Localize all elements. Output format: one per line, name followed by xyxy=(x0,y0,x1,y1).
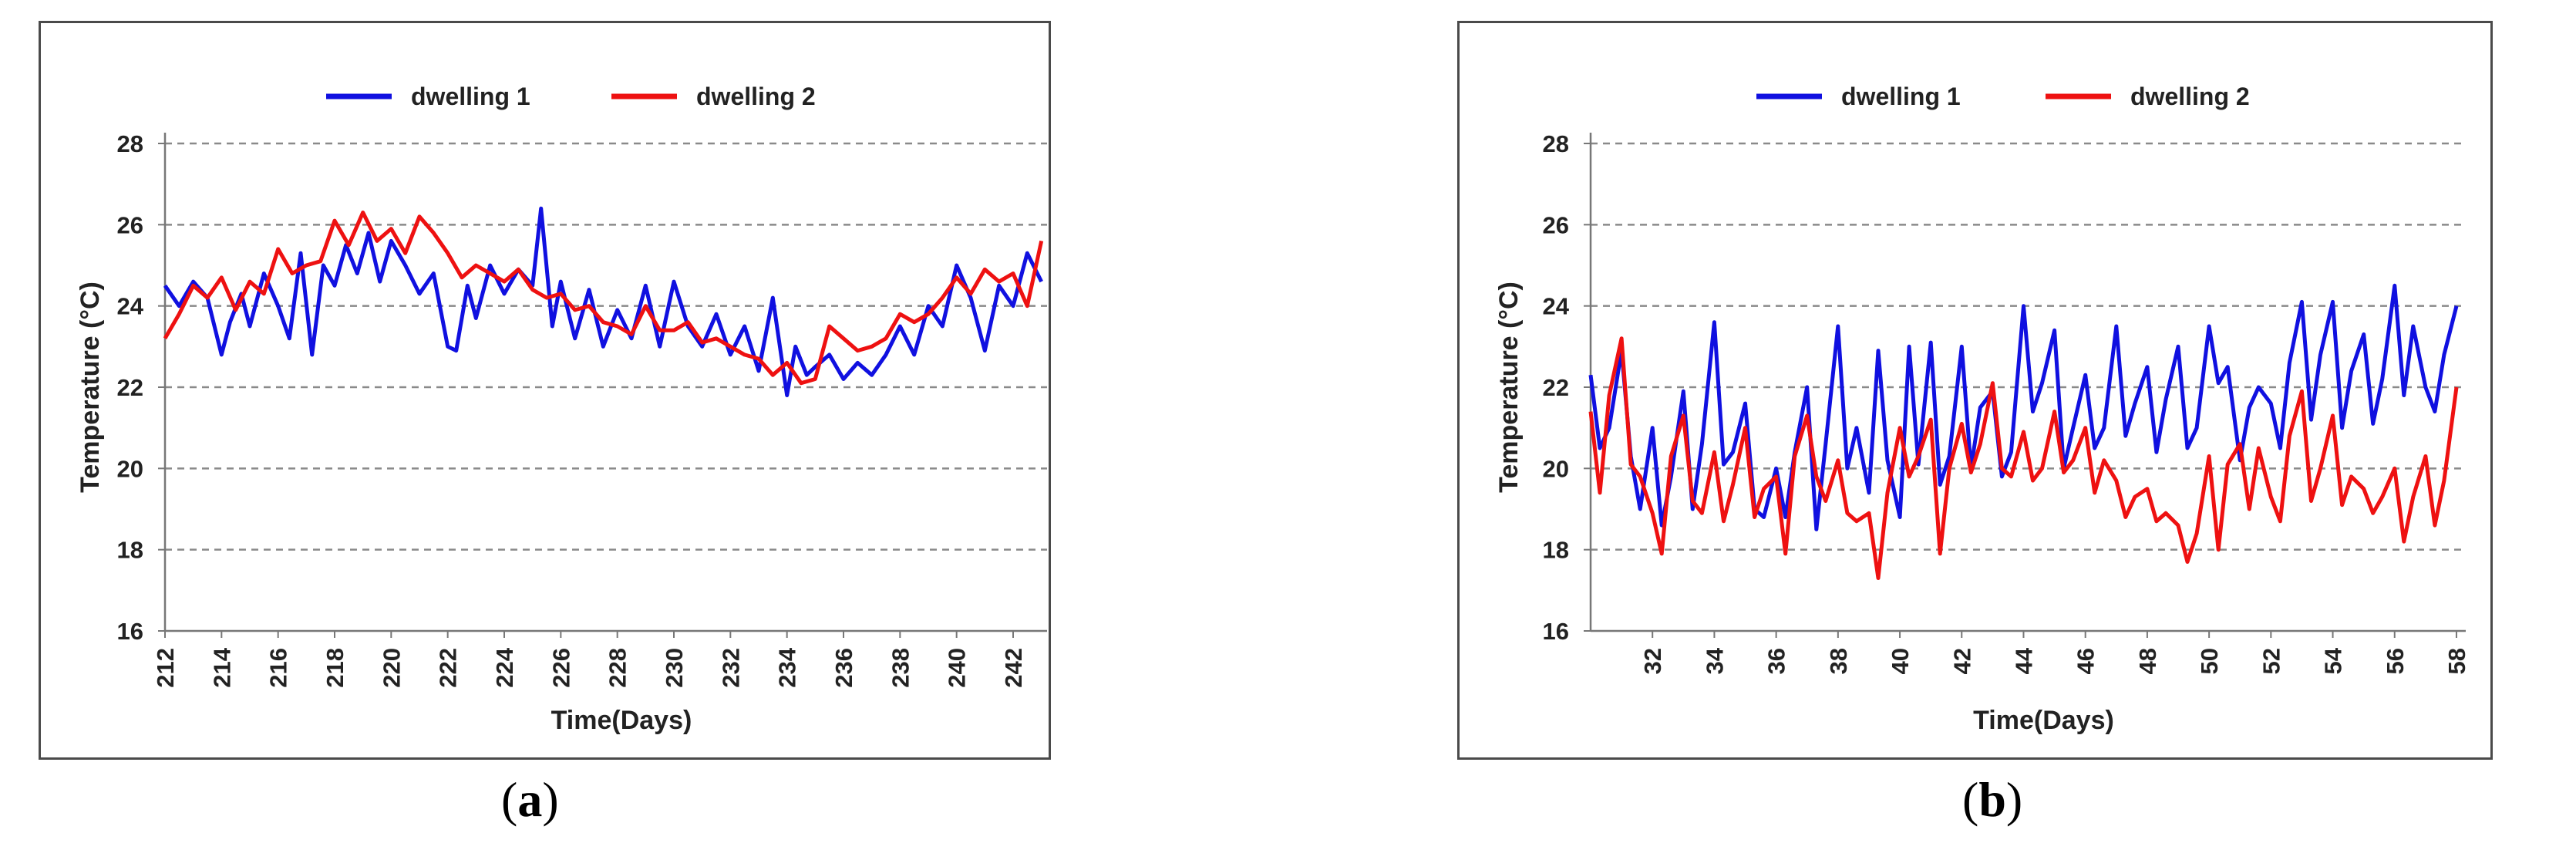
chart-b-xtick-label: 52 xyxy=(2258,648,2285,674)
chart-b-ytick-label: 24 xyxy=(1543,293,1570,320)
chart-b-ytick-label: 28 xyxy=(1543,130,1569,157)
chart-b-xtick-label: 34 xyxy=(1701,647,1728,674)
chart-a-ytick-label: 16 xyxy=(117,618,143,645)
chart-b-xtick-label: 54 xyxy=(2320,647,2347,674)
chart-a-xtick-label: 222 xyxy=(435,648,462,688)
caption-b-letter: b xyxy=(1978,772,2006,827)
chart-a-xtick-label: 218 xyxy=(322,648,349,688)
chart-a-xtick-label: 228 xyxy=(604,648,631,688)
caption-a-letter: a xyxy=(517,772,543,827)
chart-a-svg: 16 18 20 22 24 26 28 212 214 216 218 220 222 224 226 22… xyxy=(76,83,1047,735)
chart-a-series-1-line xyxy=(163,206,1043,397)
chart-b-xtick-label: 32 xyxy=(1639,648,1666,674)
chart-b-ytick-label: 26 xyxy=(1543,211,1569,238)
chart-b-xtick-label: 56 xyxy=(2382,648,2409,674)
chart-b-svg: 16 18 20 22 24 26 28 32 34 36 38 40 42 44 46 48 50 52 54 56… xyxy=(1494,83,2470,735)
caption-b: (b) xyxy=(1962,772,2023,827)
chart-a-ytick-label: 22 xyxy=(117,374,143,401)
chart-a-y-axis-label: Temperature (°C) xyxy=(76,282,105,493)
chart-a-ytick-label: 28 xyxy=(117,130,143,157)
chart-a-series-2-line xyxy=(163,211,1044,386)
chart-b-ytick-label: 20 xyxy=(1543,455,1569,482)
chart-a-xtick-label: 216 xyxy=(265,648,292,688)
chart-b-y-axis-label: Temperature (°C) xyxy=(1494,282,1524,493)
chart-a-xtick-label: 234 xyxy=(774,647,801,687)
caption-a: (a) xyxy=(501,772,559,827)
chart-a-legend-label-2: dwelling 2 xyxy=(696,83,816,110)
chart-b-x-axis-label: Time(Days) xyxy=(1973,706,2114,735)
chart-b-xtick-label: 42 xyxy=(1948,648,1975,674)
chart-b-xtick-label: 46 xyxy=(2073,648,2100,674)
chart-a-ytick-label: 26 xyxy=(117,211,143,238)
chart-b-ytick-label: 16 xyxy=(1543,618,1569,645)
chart-b-ytick-label: 22 xyxy=(1543,374,1569,401)
chart-a-xtick-label: 212 xyxy=(152,648,179,688)
chart-a-legend-label-1: dwelling 1 xyxy=(411,83,530,110)
chart-panel-a: 16 18 20 22 24 26 28 212 214 216 218 220 222 224 226 22… xyxy=(39,21,1051,760)
chart-a-xtick-label: 220 xyxy=(378,648,405,688)
chart-a-xtick-label: 232 xyxy=(717,648,744,688)
chart-panel-b: 16 18 20 22 24 26 28 32 34 36 38 40 42 44 46 48 50 52 54 56… xyxy=(1457,21,2493,760)
chart-b-legend-label-1: dwelling 1 xyxy=(1841,83,1961,110)
chart-b-xtick-label: 40 xyxy=(1887,648,1914,674)
chart-a-xtick-label: 226 xyxy=(547,648,574,688)
chart-b-series-1-line xyxy=(1588,283,2459,531)
chart-b-xtick-label: 48 xyxy=(2134,648,2161,674)
chart-a-xtick-label: 240 xyxy=(944,648,971,688)
chart-a-xtick-label: 242 xyxy=(1000,648,1027,688)
chart-b-ytick-label: 18 xyxy=(1543,537,1569,564)
chart-b-xtick-label: 50 xyxy=(2196,648,2223,674)
chart-b-xtick-label: 44 xyxy=(2010,647,2037,674)
chart-a-ytick-label: 20 xyxy=(117,455,143,482)
chart-a-xtick-label: 238 xyxy=(887,648,914,688)
chart-a-x-axis-label: Time(Days) xyxy=(551,706,692,735)
chart-b-xtick-label: 36 xyxy=(1763,648,1790,674)
chart-a-xtick-label: 224 xyxy=(491,647,518,687)
chart-a-xtick-label: 236 xyxy=(830,648,857,688)
chart-b-series-2-line xyxy=(1588,336,2459,580)
chart-b-xtick-label: 38 xyxy=(1825,648,1852,674)
chart-b-legend-label-2: dwelling 2 xyxy=(2130,83,2250,110)
chart-a-xtick-label: 230 xyxy=(661,648,688,688)
chart-a-ytick-label: 18 xyxy=(117,537,143,564)
chart-a-xtick-label: 214 xyxy=(208,647,235,687)
chart-b-xtick-label: 58 xyxy=(2443,648,2470,674)
chart-a-ytick-label: 24 xyxy=(117,293,144,320)
